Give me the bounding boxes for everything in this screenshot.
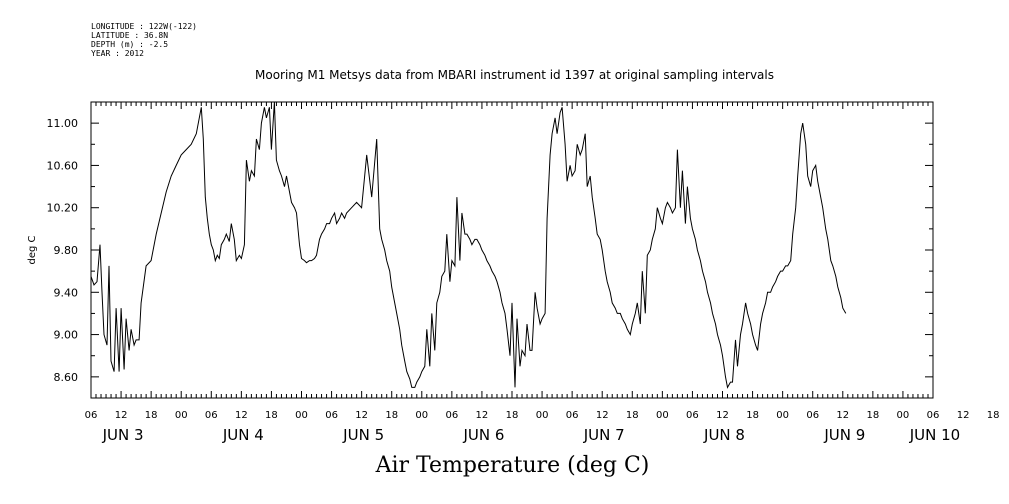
y-tick-label: 9.00 [54,329,79,342]
x-tick-label: 18 [506,410,519,421]
y-tick-label: 9.80 [54,244,79,257]
y-tick-labels: 8.60 9.00 9.40 9.80 10.20 10.60 11.00 [47,117,79,384]
x-tick-label: 12 [716,410,729,421]
x-tick-label: 06 [325,410,338,421]
x-tick-label: 18 [626,410,639,421]
x-tick-label: 18 [746,410,759,421]
x-tick-label: 06 [686,410,699,421]
day-labels: JUN 3 JUN 4 JUN 5 JUN 6 JUN 7 JUN 8 JUN 9 JUN 1… [102,426,961,444]
longitude-text: LONGITUDE : 122W(-122) [91,22,197,31]
y-tick-label: 10.60 [47,159,79,172]
x-tick-label: 12 [596,410,609,421]
x-tick-label: 12 [235,410,248,421]
x-tick-label: 18 [385,410,398,421]
x-tick-label: 00 [175,410,188,421]
axis-ticks [90,101,934,398]
latitude-text: LATITUDE : 36.8N [91,31,169,40]
day-label: JUN 7 [583,426,625,444]
day-label: JUN 8 [703,426,745,444]
x-tick-label: 00 [295,410,308,421]
x-tick-label: 00 [897,410,910,421]
x-tick-label: 00 [776,410,789,421]
day-label: JUN 4 [222,426,264,444]
x-tick-label: 12 [115,410,128,421]
x-tick-label: 18 [145,410,158,421]
x-tick-label: 12 [355,410,368,421]
day-label: JUN 9 [823,426,865,444]
x-tick-label: 18 [265,410,278,421]
y-axis-label: deg C [27,235,38,264]
day-label: JUN 6 [462,426,504,444]
x-tick-label: 00 [656,410,669,421]
day-label: JUN 10 [909,426,960,444]
y-tick-label: 11.00 [47,117,79,130]
variable-title: Air Temperature (deg C) [375,453,650,478]
x-tick-label: 06 [445,410,458,421]
day-label: JUN 3 [102,426,144,444]
chart-title: Mooring M1 Metsys data from MBARI instru… [255,68,774,82]
y-tick-label: 9.40 [54,286,79,299]
x-tick-label: 06 [806,410,819,421]
day-label: JUN 5 [342,426,384,444]
x-tick-label: 06 [85,410,98,421]
x-tick-label: 12 [957,410,970,421]
depth-text: DEPTH (m) : -2.5 [91,40,169,49]
year-text: YEAR : 2012 [91,49,144,58]
y-tick-label: 10.20 [47,202,79,215]
x-tick-label: 12 [476,410,489,421]
temperature-series-line [90,101,847,389]
x-tick-label: 06 [566,410,579,421]
x-tick-label: 06 [205,410,218,421]
y-tick-label: 8.60 [54,371,79,384]
x-tick-label: 18 [987,410,1000,421]
metadata-block: LONGITUDE : 122W(-122) LATITUDE : 36.8N … [91,22,197,58]
plot-frame [90,101,934,399]
x-tick-label: 00 [415,410,428,421]
x-tick-label: 12 [836,410,849,421]
x-tick-label: 18 [866,410,879,421]
x-tick-labels: 06 12 18 00 06 12 18 00 06 12 18 00 06 12 18 00 06 12 18 00… [85,410,1000,421]
x-tick-label: 00 [536,410,549,421]
x-tick-label: 06 [927,410,940,421]
